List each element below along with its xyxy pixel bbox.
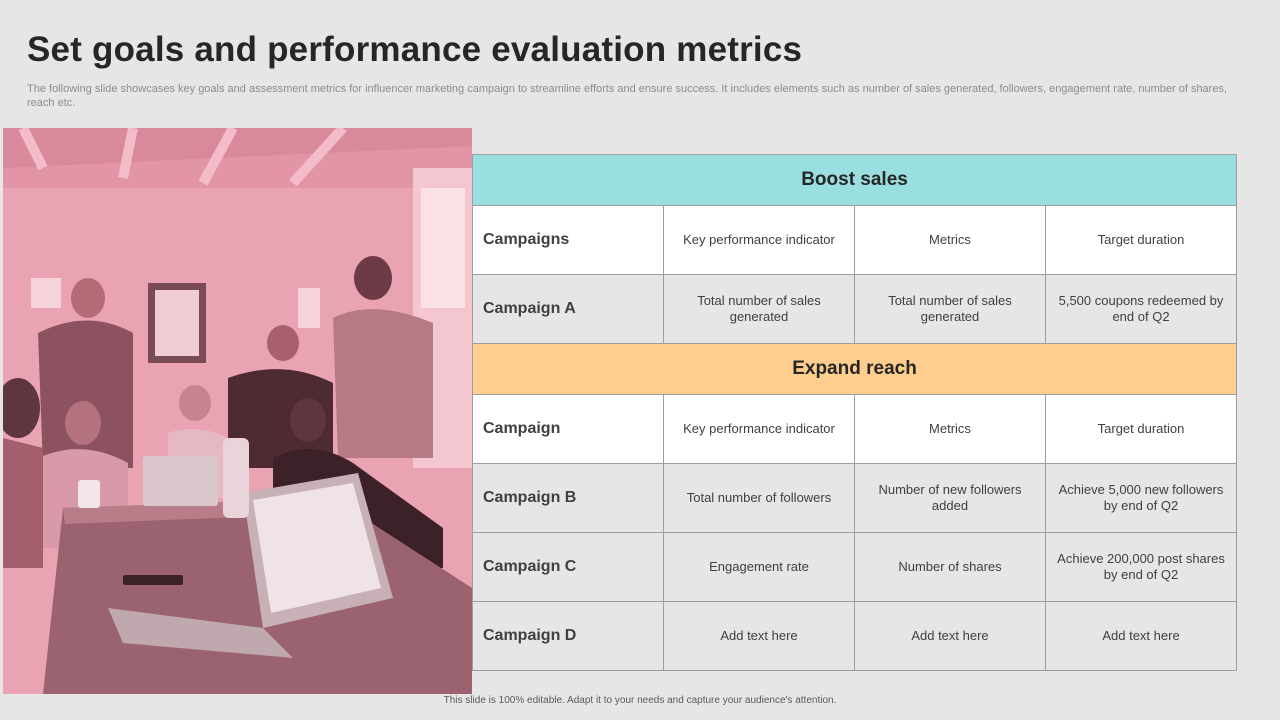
kpi-cell: Add text here bbox=[663, 601, 855, 671]
target-duration-cell: Achieve 5,000 new followers by end of Q2 bbox=[1044, 463, 1238, 533]
goals-table: Boost sales Campaigns Key performance in… bbox=[471, 154, 1238, 671]
boost-header-row: Campaigns Key performance indicator Metr… bbox=[472, 205, 1238, 275]
kpi-cell: Total number of followers bbox=[663, 463, 855, 533]
target-duration-cell: 5,500 coupons redeemed by end of Q2 bbox=[1044, 274, 1238, 344]
header-cell: Metrics bbox=[854, 394, 1046, 464]
campaign-name-cell: Campaign D bbox=[472, 601, 664, 671]
boost-sales-title: Boost sales bbox=[471, 154, 1238, 206]
header-cell: Target duration bbox=[1044, 205, 1238, 275]
campaign-name-cell: Campaign B bbox=[472, 463, 664, 533]
campaign-name-cell: Campaign A bbox=[472, 274, 664, 344]
table-row: Campaign C Engagement rate Number of sha… bbox=[472, 532, 1238, 602]
target-duration-cell: Achieve 200,000 post shares by end of Q2 bbox=[1044, 532, 1238, 602]
metrics-cell: Add text here bbox=[854, 601, 1046, 671]
header-cell: Campaign bbox=[472, 394, 664, 464]
reach-header-row: Campaign Key performance indicator Metri… bbox=[472, 394, 1238, 464]
table-row: Campaign A Total number of sales generat… bbox=[472, 274, 1238, 344]
slide-title: Set goals and performance evaluation met… bbox=[27, 30, 803, 69]
metrics-cell: Number of new followers added bbox=[854, 463, 1046, 533]
team-meeting-photo bbox=[3, 128, 472, 694]
table-row: Campaign B Total number of followers Num… bbox=[472, 463, 1238, 533]
kpi-cell: Total number of sales generated bbox=[663, 274, 855, 344]
expand-reach-title: Expand reach bbox=[471, 343, 1238, 395]
header-cell: Metrics bbox=[854, 205, 1046, 275]
metrics-cell: Number of shares bbox=[854, 532, 1046, 602]
boost-sales-section: Boost sales bbox=[471, 154, 1238, 206]
slide-footer: This slide is 100% editable. Adapt it to… bbox=[443, 695, 837, 706]
header-cell: Key performance indicator bbox=[663, 394, 855, 464]
kpi-cell: Engagement rate bbox=[663, 532, 855, 602]
slide-subtitle: The following slide showcases key goals … bbox=[27, 83, 1228, 109]
header-cell: Target duration bbox=[1044, 394, 1238, 464]
header-cell: Key performance indicator bbox=[663, 205, 855, 275]
table-row: Campaign D Add text here Add text here A… bbox=[472, 601, 1238, 671]
header-cell: Campaigns bbox=[472, 205, 664, 275]
expand-reach-section: Expand reach bbox=[471, 343, 1238, 395]
target-duration-cell: Add text here bbox=[1044, 601, 1238, 671]
campaign-name-cell: Campaign C bbox=[472, 532, 664, 602]
metrics-cell: Total number of sales generated bbox=[854, 274, 1046, 344]
